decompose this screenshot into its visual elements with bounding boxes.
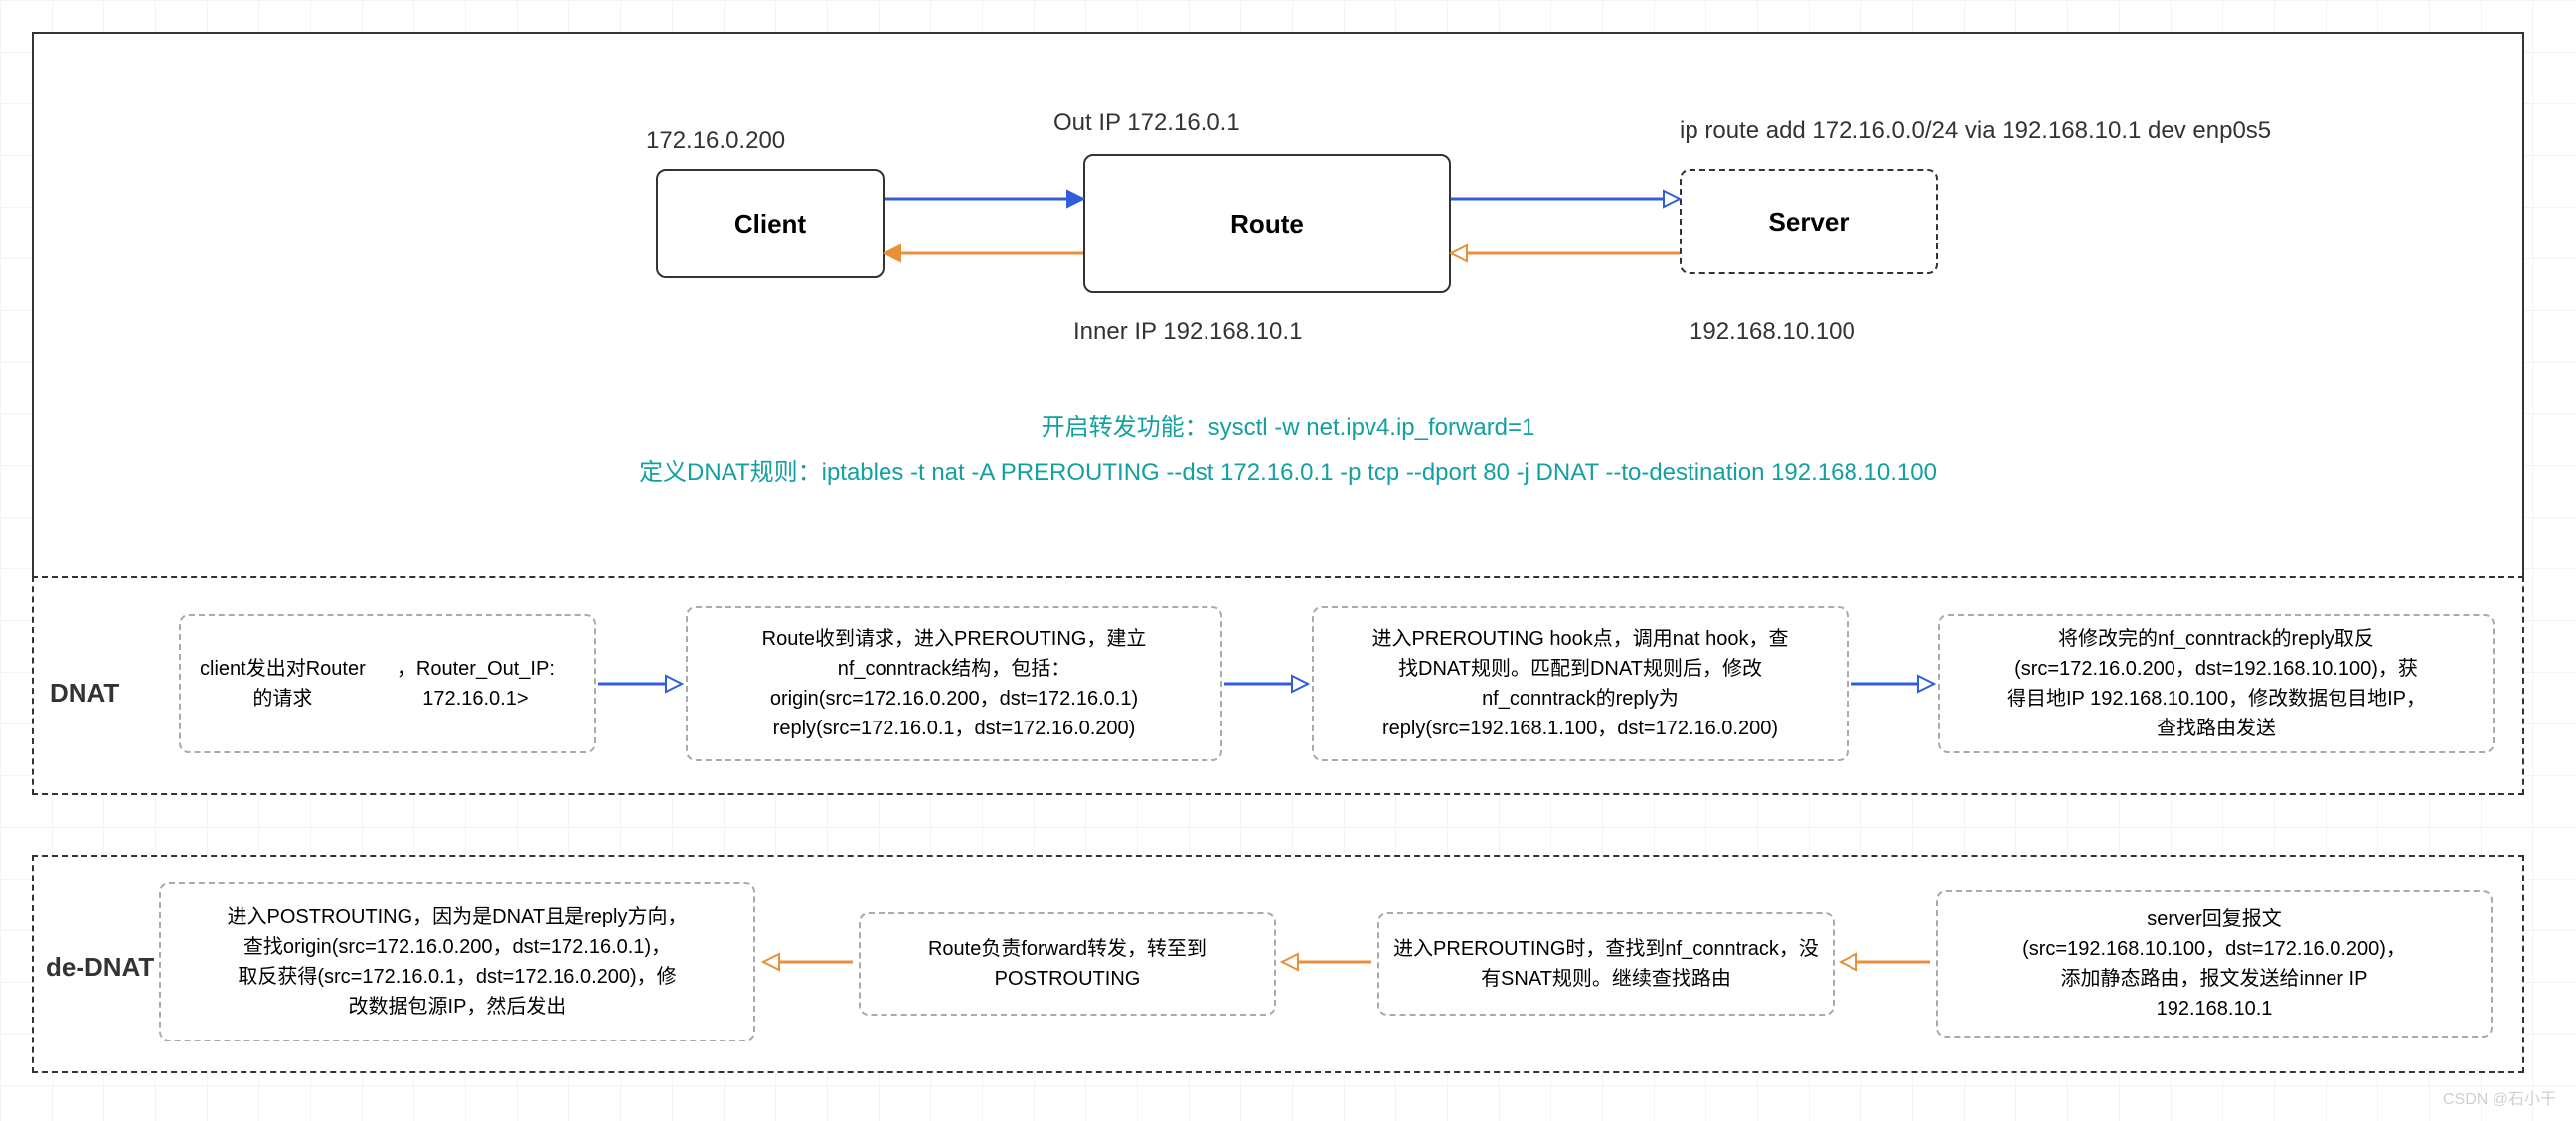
server-ip-label: 192.168.10.100 xyxy=(1690,318,1855,346)
dednat-label: de-DNAT xyxy=(46,952,154,983)
top-diagram-panel xyxy=(32,32,2524,588)
iptables-cmd: 定义DNAT规则：iptables -t nat -A PREROUTING -… xyxy=(0,452,2576,487)
dednat_flow-step-2: Route负责forward转发，转至到POSTROUTING xyxy=(859,912,1276,1016)
dnat_flow-step-2: Route收到请求，进入PREROUTING，建立nf_conntrack结构，… xyxy=(686,606,1222,761)
dednat_flow-step-1: 进入POSTROUTING，因为是DNAT且是reply方向，查找origin(… xyxy=(159,882,755,1041)
dnat_flow-step-1: client发出对Router的请求，Router_Out_IP: 172.16… xyxy=(179,614,596,753)
client-ip-label: 172.16.0.200 xyxy=(646,127,785,155)
dednat_flow-step-3: 进入PREROUTING时，查找到nf_conntrack，没有SNAT规则。继… xyxy=(1377,912,1835,1016)
dnat-label: DNAT xyxy=(50,678,119,709)
route-node: Route xyxy=(1083,154,1451,293)
dnat_flow-step-4: 将修改完的nf_conntrack的reply取反(src=172.16.0.2… xyxy=(1938,614,2495,753)
route-inner-ip-label: Inner IP 192.168.10.1 xyxy=(1073,318,1302,346)
server-node: Server xyxy=(1680,169,1938,274)
sysctl-cmd: 开启转发功能：sysctl -w net.ipv4.ip_forward=1 xyxy=(0,407,2576,442)
server-route-cmd: ip route add 172.16.0.0/24 via 192.168.1… xyxy=(1680,117,2271,145)
route-out-ip-label: Out IP 172.16.0.1 xyxy=(1053,109,1240,137)
watermark: CSDN @石小干 xyxy=(2443,1085,2556,1109)
dednat_flow-step-4: server回复报文(src=192.168.10.100，dst=172.16… xyxy=(1936,890,2493,1038)
client-node: Client xyxy=(656,169,885,278)
dnat_flow-step-3: 进入PREROUTING hook点，调用nat hook，查找DNAT规则。匹… xyxy=(1312,606,1849,761)
